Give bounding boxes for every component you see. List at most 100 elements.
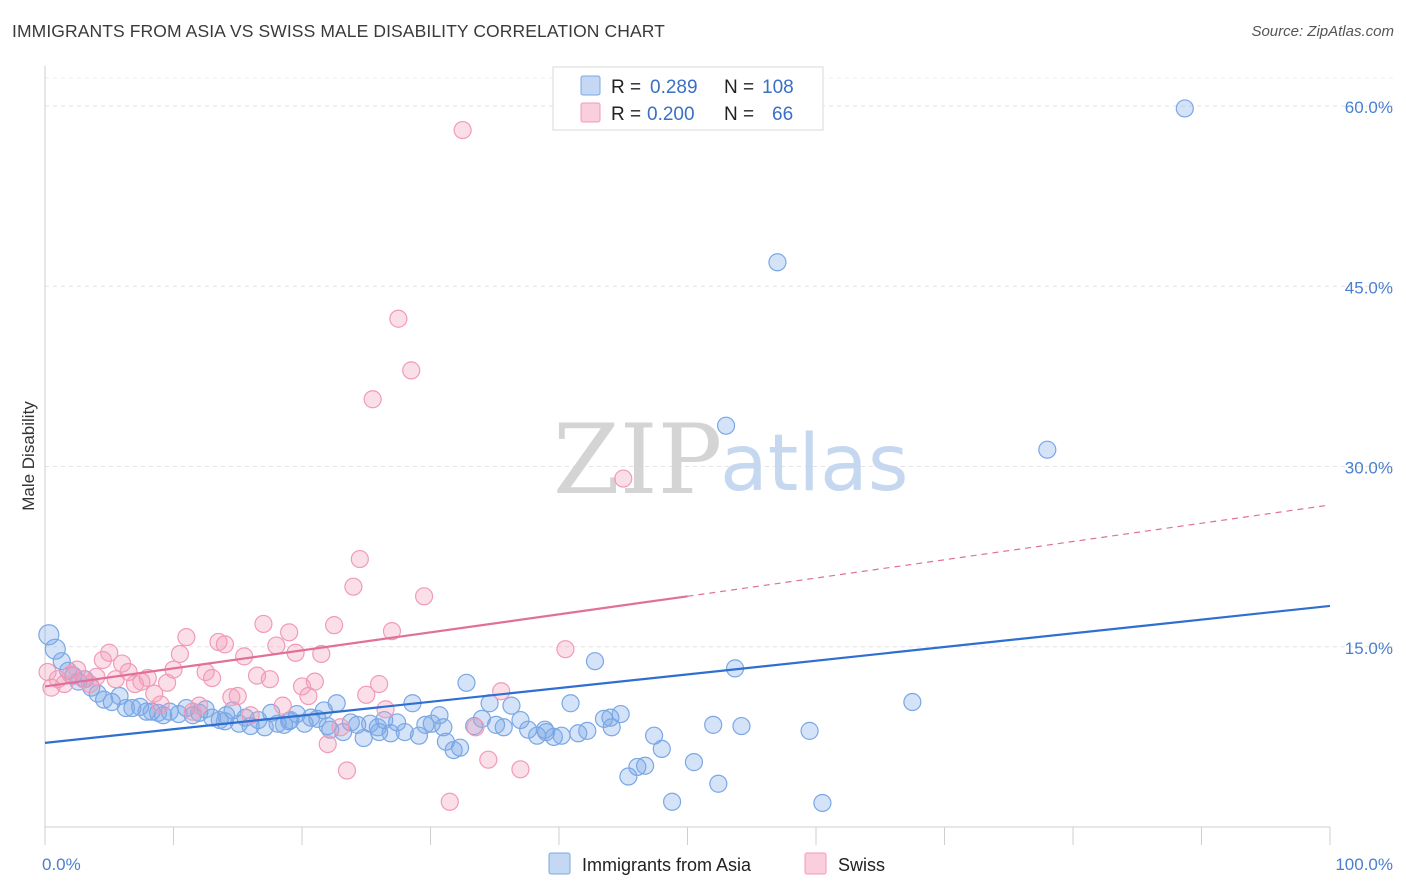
point-asia-59 xyxy=(430,706,449,725)
point-swiss-48 xyxy=(344,577,363,596)
point-asia-98 xyxy=(903,692,922,712)
point-asia-68 xyxy=(494,718,513,737)
legend-label-asia: Immigrants from Asia xyxy=(582,855,752,875)
point-swiss-56 xyxy=(402,361,421,380)
point-swiss-34 xyxy=(254,614,273,634)
point-swiss-22 xyxy=(177,628,196,647)
point-asia-82 xyxy=(611,704,630,724)
point-swiss-49 xyxy=(350,549,369,569)
point-asia-13 xyxy=(123,698,142,718)
point-swiss-26 xyxy=(202,668,222,688)
point-swiss-46 xyxy=(331,718,350,737)
stats-n-label-swiss: N = xyxy=(724,104,754,125)
point-asia-102 xyxy=(537,722,556,742)
point-swiss-51 xyxy=(363,390,382,409)
point-asia-53 xyxy=(387,713,407,732)
chart-title: IMMIGRANTS FROM ASIA VS SWISS MALE DISAB… xyxy=(12,21,665,41)
point-asia-97 xyxy=(813,793,832,813)
stats-swatch-asia xyxy=(580,75,601,96)
source-label: Source: ZipAtlas.com xyxy=(1251,23,1394,40)
point-swiss-10 xyxy=(100,643,119,662)
point-swiss-18 xyxy=(151,695,170,714)
point-asia-88 xyxy=(662,792,682,811)
y-tick-label-2: 45.0% xyxy=(1345,278,1393,297)
point-asia-89 xyxy=(684,753,704,772)
x-tick-label-right: 100.0% xyxy=(1335,855,1393,874)
point-asia-45 xyxy=(334,722,353,742)
stats-legend: R = 0.289 N = 108 R = 0.200 N = 66 xyxy=(552,66,824,131)
x-tick-label-left: 0.0% xyxy=(42,855,81,874)
point-asia-70 xyxy=(511,710,530,730)
point-asia-92 xyxy=(716,416,736,435)
point-swiss-17 xyxy=(145,684,164,703)
point-swiss-52 xyxy=(370,674,389,694)
watermark: ZIP atlas xyxy=(553,404,909,516)
point-swiss-53 xyxy=(376,700,395,719)
point-swiss-50 xyxy=(357,685,376,704)
watermark-atlas: atlas xyxy=(720,419,909,509)
point-swiss-9 xyxy=(93,650,112,670)
point-asia-99 xyxy=(1038,440,1057,459)
point-swiss-58 xyxy=(440,792,459,811)
point-asia-104 xyxy=(434,718,453,737)
point-asia-76 xyxy=(561,694,580,713)
series-legend: Immigrants from Asia Swiss xyxy=(548,852,885,875)
point-asia-54 xyxy=(395,722,414,742)
x-tick-labels: 0.0% 100.0% xyxy=(42,855,1393,874)
point-swiss-30 xyxy=(228,686,247,706)
stats-r-label-asia: R = xyxy=(611,77,641,98)
point-asia-84 xyxy=(628,757,647,777)
point-asia-62 xyxy=(450,738,470,757)
series-swiss xyxy=(38,120,633,811)
point-asia-105 xyxy=(318,716,337,736)
point-swiss-42 xyxy=(305,672,324,691)
point-swiss-38 xyxy=(280,623,299,642)
point-asia-75 xyxy=(552,726,571,745)
point-asia-103 xyxy=(601,708,620,727)
point-asia-94 xyxy=(732,716,751,736)
trend-lines xyxy=(44,504,1331,744)
point-asia-34 xyxy=(262,703,281,722)
point-swiss-43 xyxy=(312,644,331,664)
legend-swatch-swiss xyxy=(804,852,827,875)
y-tick-label-3: 60.0% xyxy=(1345,98,1393,117)
y-tick-label-1: 30.0% xyxy=(1345,459,1393,478)
point-asia-79 xyxy=(585,652,605,671)
point-swiss-16 xyxy=(138,668,157,688)
point-swiss-62 xyxy=(492,682,511,701)
point-asia-57 xyxy=(416,715,435,734)
stats-n-value-swiss: 66 xyxy=(772,104,793,125)
point-swiss-61 xyxy=(479,750,498,769)
point-asia-44 xyxy=(327,694,346,713)
point-swiss-57 xyxy=(414,587,434,606)
stats-r-value-asia: 0.289 xyxy=(650,77,698,98)
point-asia-85 xyxy=(635,756,655,775)
point-swiss-65 xyxy=(614,469,633,488)
stats-r-value-swiss: 0.200 xyxy=(647,104,695,125)
stats-n-label-asia: N = xyxy=(724,77,754,98)
point-swiss-54 xyxy=(382,622,402,641)
point-swiss-64 xyxy=(556,640,575,659)
point-swiss-21 xyxy=(170,644,190,664)
point-asia-69 xyxy=(502,696,521,715)
point-swiss-31 xyxy=(235,647,254,666)
legend-swatch-asia xyxy=(548,852,571,875)
y-tick-label-0: 15.0% xyxy=(1345,639,1393,658)
legend-label-swiss: Swiss xyxy=(838,855,885,875)
point-asia-64 xyxy=(465,716,484,736)
point-asia-107 xyxy=(215,712,234,731)
stats-n-value-asia: 108 xyxy=(762,77,794,98)
point-swiss-29 xyxy=(222,688,241,707)
point-swiss-55 xyxy=(389,309,408,328)
point-swiss-63 xyxy=(511,760,530,779)
point-swiss-8 xyxy=(87,667,106,686)
y-axis-label: Male Disability xyxy=(19,401,38,511)
point-swiss-60 xyxy=(466,718,485,737)
grid-lines xyxy=(45,77,1395,648)
point-asia-1 xyxy=(44,638,66,660)
point-asia-90 xyxy=(704,715,723,734)
stats-r-label-swiss: R = xyxy=(611,104,641,125)
point-swiss-36 xyxy=(267,636,286,655)
point-swiss-47 xyxy=(337,761,357,780)
